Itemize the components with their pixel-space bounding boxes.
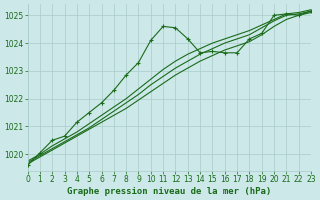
X-axis label: Graphe pression niveau de la mer (hPa): Graphe pression niveau de la mer (hPa) <box>67 187 271 196</box>
